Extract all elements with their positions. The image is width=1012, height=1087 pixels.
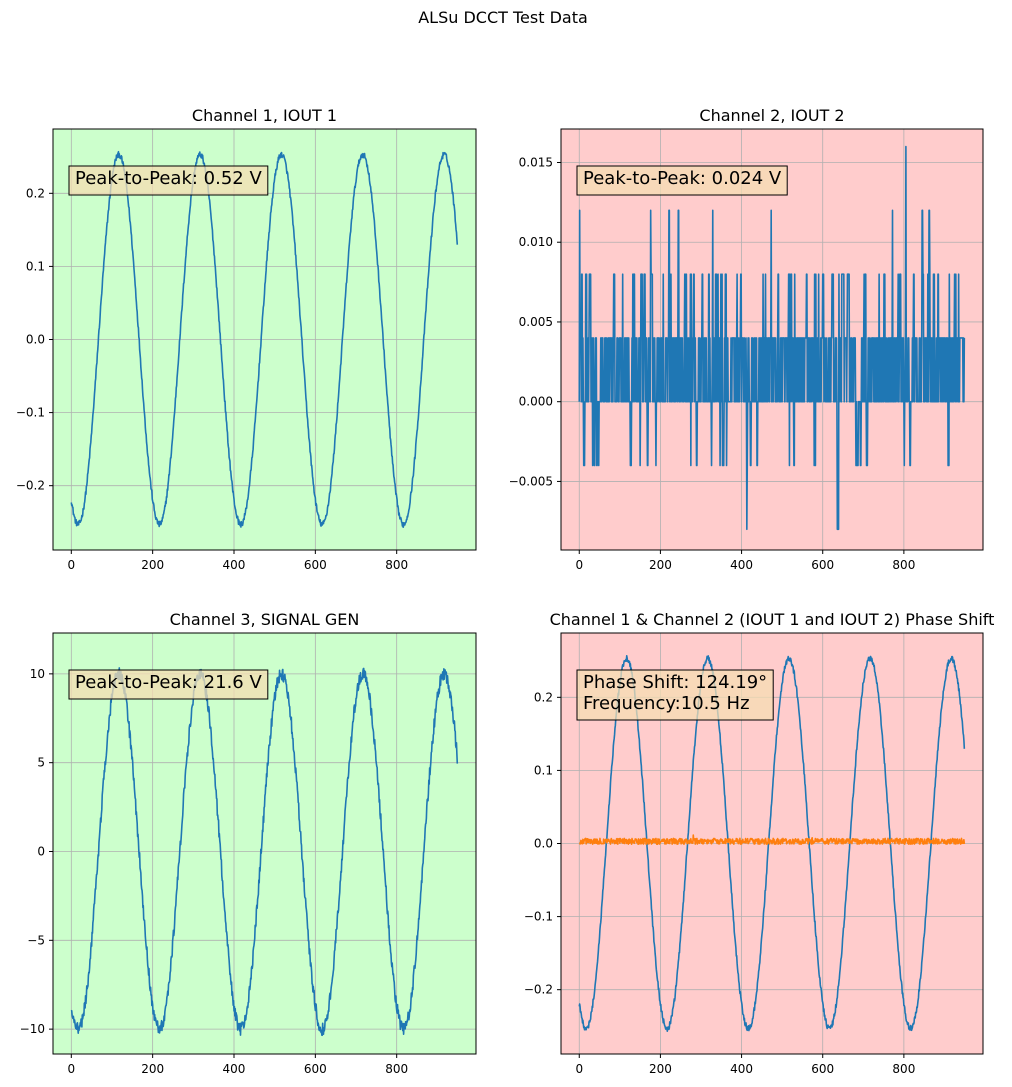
x-tick-label: 600 — [811, 558, 834, 572]
x-tick-label: 800 — [385, 1062, 408, 1076]
y-tick-label: 0.1 — [534, 763, 553, 777]
x-tick-label: 400 — [223, 558, 246, 572]
figure-suptitle: ALSu DCCT Test Data — [418, 8, 588, 27]
subplot-2: 0 200 400 600 800 −0.005 0.000 0.005 0.010 0.015 C… — [509, 106, 983, 572]
x-tick-label: 0 — [575, 558, 583, 572]
annotation-text: Peak-to-Peak: 0.52 V — [75, 168, 262, 189]
subplot-title: Channel 3, SIGNAL GEN — [170, 610, 360, 629]
x-tick-label: 800 — [892, 558, 915, 572]
x-tick-label: 0 — [67, 1062, 75, 1076]
annotation-text: Peak-to-Peak: 21.6 V — [75, 672, 262, 693]
x-tick-label: 0 — [575, 1062, 583, 1076]
y-tick-label: 0.005 — [519, 315, 553, 329]
y-tick-label: 0.0 — [26, 333, 45, 347]
annotation-text: Peak-to-Peak: 0.024 V — [583, 168, 782, 189]
x-tick-label: 200 — [141, 1062, 164, 1076]
annotation-box: Phase Shift: 124.19°Frequency:10.5 Hz — [577, 670, 773, 720]
subplot-title: Channel 2, IOUT 2 — [699, 106, 844, 125]
annotation-text: Frequency:10.5 Hz — [583, 693, 750, 714]
y-tick-label: 0 — [37, 844, 45, 858]
y-tick-label: −5 — [27, 933, 45, 947]
x-tick-label: 800 — [892, 1062, 915, 1076]
y-tick-label: −0.2 — [16, 479, 45, 493]
y-tick-label: 0.015 — [519, 155, 553, 169]
x-tick-label: 400 — [223, 1062, 246, 1076]
x-tick-label: 600 — [304, 558, 327, 572]
x-tick-label: 800 — [385, 558, 408, 572]
subplot-4: 0 200 400 600 800 −0.2 −0.1 0.0 0.1 0.2 Channel 1 … — [524, 610, 995, 1076]
x-tick-label: 600 — [811, 1062, 834, 1076]
y-tick-label: 0.2 — [534, 690, 553, 704]
y-tick-label: −0.2 — [524, 983, 553, 997]
x-tick-label: 200 — [141, 558, 164, 572]
y-tick-label: 5 — [37, 756, 45, 770]
x-tick-label: 200 — [649, 558, 672, 572]
y-tick-label: −10 — [20, 1022, 45, 1036]
subplot-grid: 0 200 400 600 800 −0.2 −0.1 0.0 0.1 0.2 Channel 1,… — [16, 106, 995, 1076]
y-tick-label: 0.1 — [26, 259, 45, 273]
y-tick-label: 0.010 — [519, 235, 553, 249]
subplot-title: Channel 1, IOUT 1 — [192, 106, 337, 125]
x-tick-label: 600 — [304, 1062, 327, 1076]
y-tick-label: 0.2 — [26, 186, 45, 200]
x-tick-label: 0 — [67, 558, 75, 572]
annotation-box: Peak-to-Peak: 0.024 V — [577, 166, 787, 195]
annotation-box: Peak-to-Peak: 21.6 V — [69, 670, 268, 699]
x-tick-label: 400 — [730, 1062, 753, 1076]
y-tick-label: 0.000 — [519, 395, 553, 409]
annotation-text: Phase Shift: 124.19° — [583, 672, 767, 693]
subplot-1: 0 200 400 600 800 −0.2 −0.1 0.0 0.1 0.2 Channel 1,… — [16, 106, 476, 572]
y-tick-label: −0.1 — [524, 910, 553, 924]
annotation-box: Peak-to-Peak: 0.52 V — [69, 166, 268, 195]
y-tick-label: 0.0 — [534, 837, 553, 851]
x-tick-label: 200 — [649, 1062, 672, 1076]
y-tick-label: 10 — [30, 667, 45, 681]
y-tick-label: −0.005 — [509, 474, 553, 488]
x-tick-label: 400 — [730, 558, 753, 572]
subplot-3: 0 200 400 600 800 −10 −5 0 5 10 Channel 3, SIGNAL … — [20, 610, 476, 1076]
y-tick-label: −0.1 — [16, 406, 45, 420]
subplot-title: Channel 1 & Channel 2 (IOUT 1 and IOUT 2… — [550, 610, 995, 629]
